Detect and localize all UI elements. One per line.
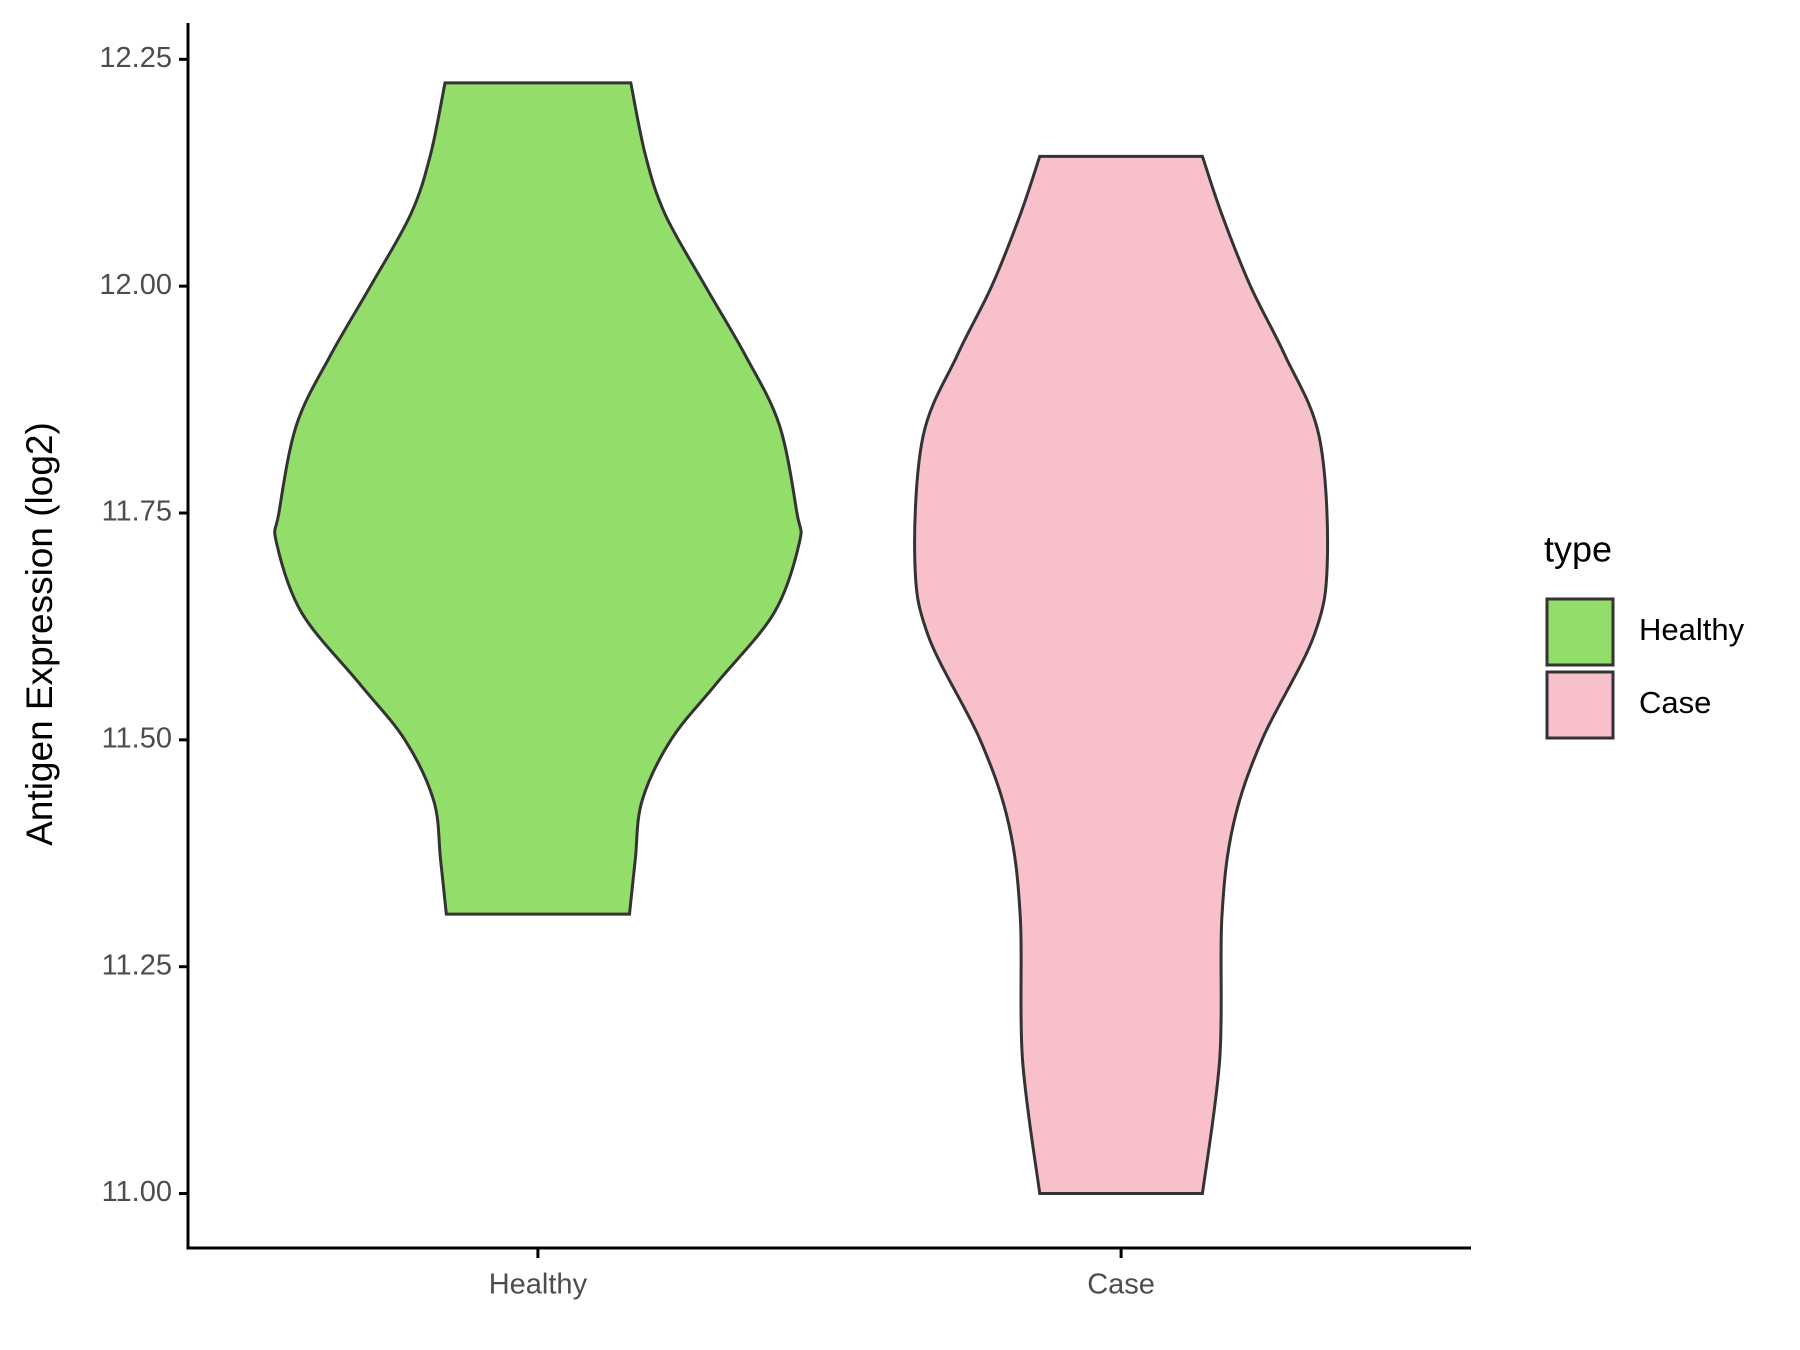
y-tick-label: 12.25 [99, 42, 172, 74]
violin [913, 154, 1330, 1196]
x-tick-label: Healthy [489, 1269, 588, 1301]
violin [273, 81, 803, 916]
legend-key [1545, 597, 1615, 667]
legend-title: type [1544, 529, 1612, 570]
y-tick-label: 11.50 [102, 723, 172, 755]
x-tick-label: Case [1087, 1269, 1155, 1301]
y-tick-label: 11.25 [102, 949, 172, 981]
y-axis-title: Antigen Expression (log2) [19, 422, 60, 846]
y-tick-label: 11.75 [102, 496, 172, 528]
legend-label: Healthy [1639, 612, 1745, 647]
y-tick-label: 11.00 [102, 1176, 172, 1208]
y-tick-label: 12.00 [99, 269, 172, 301]
legend-key [1545, 670, 1615, 740]
legend-label: Case [1639, 685, 1711, 720]
